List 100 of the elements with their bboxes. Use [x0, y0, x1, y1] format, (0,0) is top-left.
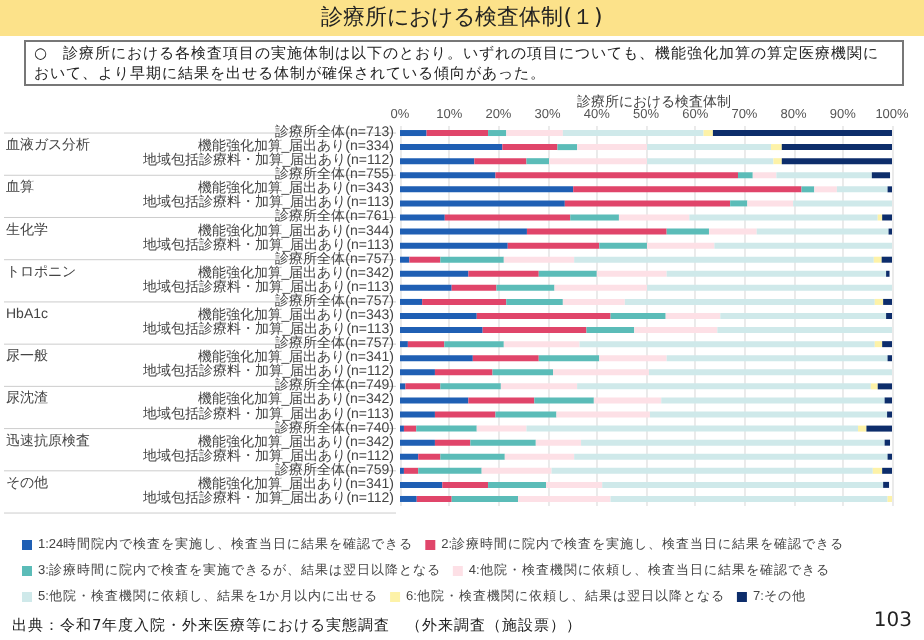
bar — [400, 256, 410, 263]
bar — [442, 481, 489, 488]
bar — [416, 495, 452, 502]
bar — [714, 242, 892, 249]
bar — [776, 172, 872, 179]
bar — [507, 242, 600, 249]
bar — [882, 467, 892, 474]
bar — [562, 130, 704, 137]
bar — [773, 158, 782, 165]
bar — [579, 341, 875, 348]
bar — [470, 439, 536, 446]
bar — [703, 130, 713, 137]
bar — [770, 144, 782, 151]
bar — [400, 341, 408, 348]
bar — [400, 411, 435, 418]
bar — [400, 228, 527, 235]
bar — [858, 425, 867, 432]
bar — [793, 200, 892, 207]
bar — [426, 130, 489, 137]
bar — [400, 355, 473, 362]
bar — [451, 495, 519, 502]
bar — [400, 130, 427, 137]
bar — [557, 144, 578, 151]
bar — [400, 495, 417, 502]
bar — [444, 341, 504, 348]
bar — [538, 270, 597, 277]
bar — [874, 298, 884, 305]
bar — [495, 411, 557, 418]
bar — [738, 172, 753, 179]
bar — [488, 130, 507, 137]
bar — [440, 256, 504, 263]
bar — [506, 298, 563, 305]
bar — [873, 256, 882, 263]
bar — [496, 284, 555, 291]
bar — [526, 158, 550, 165]
bar — [440, 383, 501, 390]
bar — [400, 313, 477, 319]
bar — [534, 397, 594, 404]
bar — [492, 369, 554, 376]
bar — [440, 453, 505, 460]
bar — [814, 186, 837, 193]
bar — [416, 425, 477, 432]
bar — [866, 425, 892, 432]
bar — [884, 439, 891, 446]
bar — [434, 439, 471, 446]
bar — [400, 172, 496, 179]
bar — [877, 383, 892, 390]
bar — [599, 242, 647, 249]
bar — [502, 144, 558, 151]
bar — [400, 439, 435, 446]
bar — [400, 200, 565, 207]
bar — [468, 270, 539, 277]
bar — [482, 327, 587, 334]
bar — [666, 228, 709, 235]
bar — [871, 172, 891, 179]
bar — [551, 467, 873, 474]
bar — [400, 369, 435, 376]
bar — [538, 355, 600, 362]
bar — [882, 214, 892, 221]
bar — [646, 284, 892, 291]
bar — [400, 383, 406, 390]
bar — [577, 383, 871, 390]
bar — [882, 341, 892, 348]
bar — [422, 298, 507, 305]
bar — [526, 425, 859, 432]
bar — [646, 144, 771, 151]
bar — [468, 397, 535, 404]
bar — [405, 383, 441, 390]
bar — [444, 214, 571, 221]
bar — [400, 158, 475, 165]
bar — [586, 327, 635, 334]
bar — [649, 411, 888, 418]
bar — [883, 481, 890, 488]
bar — [570, 214, 619, 221]
bar — [476, 313, 611, 319]
bar — [646, 158, 774, 165]
bar — [472, 355, 539, 362]
bar — [400, 214, 445, 221]
bar — [886, 313, 892, 319]
bar — [712, 130, 892, 137]
bar — [403, 425, 417, 432]
bar — [400, 242, 508, 249]
bar — [574, 453, 888, 460]
bar — [400, 327, 483, 334]
bar — [451, 284, 497, 291]
bar — [434, 369, 493, 376]
bar — [801, 186, 815, 193]
text: 103 — [873, 610, 912, 632]
bar — [495, 172, 738, 179]
bar — [400, 453, 419, 460]
bar — [403, 467, 419, 474]
bar — [883, 298, 892, 305]
chart-title: 診療所における検査体制(１) — [0, 0, 924, 36]
bar — [418, 467, 482, 474]
bar — [488, 481, 547, 488]
bar — [666, 355, 888, 362]
bar — [881, 256, 892, 263]
bar — [573, 186, 802, 193]
bar — [400, 144, 503, 151]
bar — [836, 186, 888, 193]
